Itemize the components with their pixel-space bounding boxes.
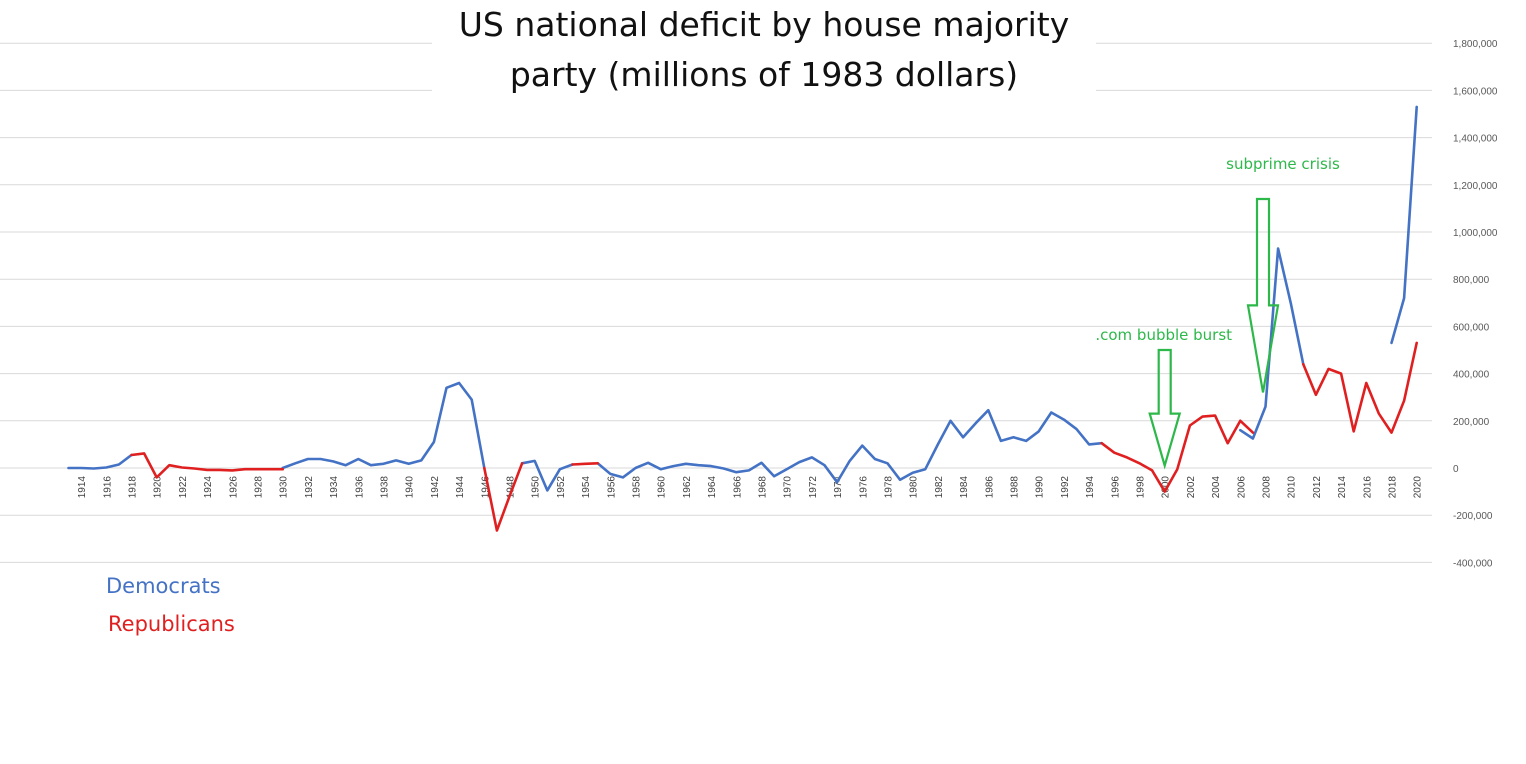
x-tick-label: 1998 bbox=[1136, 476, 1147, 499]
x-tick-label: 1970 bbox=[783, 476, 794, 499]
x-tick-label: 2016 bbox=[1362, 476, 1373, 499]
legend-republicans: Republicans bbox=[108, 612, 235, 636]
x-tick-label: 2010 bbox=[1287, 476, 1298, 499]
series-line-republicans bbox=[482, 461, 524, 532]
x-tick-label: 1934 bbox=[329, 476, 340, 499]
x-tick-label: 2002 bbox=[1186, 476, 1197, 499]
x-tick-label: 1926 bbox=[228, 476, 239, 499]
y-tick-label: 1,800,000 bbox=[1453, 39, 1498, 50]
x-tick-label: 1968 bbox=[758, 476, 769, 499]
y-tick-label: 1,000,000 bbox=[1453, 228, 1498, 239]
annotations: .com bubble burst subprime crisis bbox=[1095, 155, 1340, 470]
x-tick-label: 1986 bbox=[984, 476, 995, 499]
x-tick-label: 1948 bbox=[506, 476, 517, 499]
x-tick-label: 2008 bbox=[1262, 476, 1273, 499]
x-tick-label: 1932 bbox=[304, 476, 315, 499]
x-tick-label: 1916 bbox=[102, 476, 113, 499]
x-tick-label: 1978 bbox=[884, 476, 895, 499]
x-tick-label: 1942 bbox=[430, 476, 441, 499]
x-tick-label: 1962 bbox=[682, 476, 693, 499]
x-tick-label: 1982 bbox=[934, 476, 945, 499]
x-tick-label: 2018 bbox=[1388, 476, 1399, 499]
y-tick-label: 400,000 bbox=[1453, 370, 1490, 381]
y-tick-label: 1,600,000 bbox=[1453, 86, 1498, 97]
x-tick-label: 1930 bbox=[279, 476, 290, 499]
series-line-democrats bbox=[281, 381, 486, 470]
x-axis-tick-labels: 1914 1916 1918 1920 1922 1924 1926 1928 1930 1932… bbox=[77, 476, 1424, 499]
x-tick-label: 1990 bbox=[1035, 476, 1046, 499]
x-tick-label: 1946 bbox=[480, 476, 491, 499]
x-tick-label: 1994 bbox=[1085, 476, 1096, 499]
y-tick-label: 1,200,000 bbox=[1453, 181, 1498, 192]
x-tick-label: 1914 bbox=[77, 476, 88, 499]
x-tick-label: 1922 bbox=[178, 476, 189, 499]
annotation-label: subprime crisis bbox=[1226, 155, 1340, 173]
legend-democrats: Democrats bbox=[106, 574, 221, 598]
x-tick-label: 2020 bbox=[1413, 476, 1424, 499]
x-tick-label: 1954 bbox=[581, 476, 592, 499]
x-tick-label: 1972 bbox=[808, 476, 819, 499]
x-tick-label: 1996 bbox=[1110, 476, 1121, 499]
series-line-republicans bbox=[1302, 341, 1418, 434]
x-tick-label: 2012 bbox=[1312, 476, 1323, 499]
annotation-arrow bbox=[1246, 197, 1280, 393]
series-line-democrats bbox=[1390, 105, 1418, 345]
x-tick-label: 1958 bbox=[632, 476, 643, 499]
annotation-arrow bbox=[1148, 348, 1182, 470]
x-tick-label: 1988 bbox=[1010, 476, 1021, 499]
x-tick-label: 1956 bbox=[606, 476, 617, 499]
x-tick-label: 1918 bbox=[128, 476, 139, 499]
series-line-republicans bbox=[571, 461, 600, 466]
x-tick-label: 1920 bbox=[153, 476, 164, 499]
x-tick-label: 2004 bbox=[1211, 476, 1222, 499]
x-tick-label: 1992 bbox=[1060, 476, 1071, 499]
series-line-republicans bbox=[1100, 414, 1255, 493]
x-tick-label: 1976 bbox=[858, 476, 869, 499]
chart-title: US national deficit by house majority pa… bbox=[432, 0, 1096, 100]
x-tick-label: 2014 bbox=[1337, 476, 1348, 499]
x-tick-label: 1984 bbox=[959, 476, 970, 499]
x-tick-label: 1980 bbox=[909, 476, 920, 499]
x-tick-label: 1938 bbox=[380, 476, 391, 499]
x-tick-label: 1936 bbox=[354, 476, 365, 499]
x-tick-label: 1950 bbox=[531, 476, 542, 499]
x-tick-label: 1924 bbox=[203, 476, 214, 499]
series-line-democrats bbox=[67, 453, 133, 470]
y-tick-label: 1,400,000 bbox=[1453, 134, 1498, 145]
x-tick-label: 1944 bbox=[455, 476, 466, 499]
y-tick-label: 200,000 bbox=[1453, 417, 1490, 428]
x-tick-label: 1928 bbox=[254, 476, 265, 499]
series-line-democrats bbox=[520, 459, 574, 492]
y-axis-tick-labels: -400,000 -200,000 0 200,000 400,000 600,000 80… bbox=[1453, 39, 1498, 569]
x-tick-label: 1966 bbox=[732, 476, 743, 499]
series-line-republicans bbox=[130, 452, 285, 479]
y-tick-label: -200,000 bbox=[1453, 511, 1493, 522]
series-line-democrats bbox=[596, 408, 1103, 484]
x-tick-label: 1952 bbox=[556, 476, 567, 499]
y-tick-label: 600,000 bbox=[1453, 322, 1490, 333]
x-tick-label: 1974 bbox=[833, 476, 844, 499]
series-lines bbox=[67, 105, 1418, 532]
annotation-label: .com bubble burst bbox=[1095, 326, 1232, 344]
x-tick-label: 2006 bbox=[1236, 476, 1247, 499]
series-line-democrats bbox=[1239, 247, 1305, 440]
x-tick-label: 1960 bbox=[657, 476, 668, 499]
y-tick-label: 0 bbox=[1453, 464, 1459, 475]
y-tick-label: -400,000 bbox=[1453, 558, 1493, 569]
y-tick-label: 800,000 bbox=[1453, 275, 1490, 286]
gridlines bbox=[0, 42, 1432, 563]
x-tick-label: 1940 bbox=[405, 476, 416, 499]
x-tick-label: 1964 bbox=[707, 476, 718, 499]
